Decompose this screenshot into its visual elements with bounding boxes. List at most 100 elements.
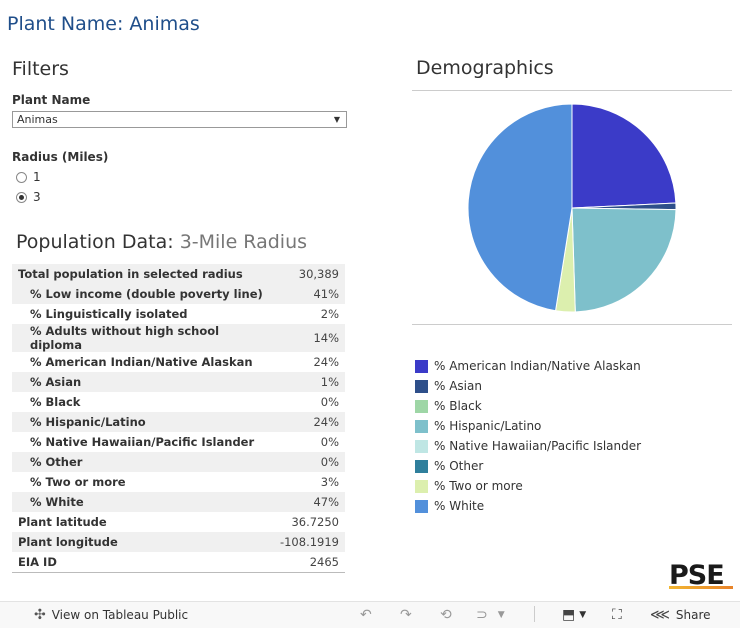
- row-value: 47%: [273, 492, 345, 512]
- divider: [412, 324, 732, 325]
- table-row: % Asian 1%: [12, 372, 345, 392]
- fullscreen-button[interactable]: ⛶: [612, 607, 622, 623]
- row-value: 0%: [320, 435, 339, 449]
- revert-button[interactable]: ⟲: [440, 607, 452, 623]
- table-row: % Native Hawaiian/Pacific Islander 0%: [12, 432, 345, 452]
- population-table: Total population in selected radius 30,38…: [12, 264, 345, 573]
- view-on-tableau-public-link[interactable]: ✣ View on Tableau Public: [34, 607, 188, 623]
- legend-swatch: [415, 359, 428, 373]
- radio-option-label: 3: [33, 190, 41, 204]
- row-label: % Low income (double poverty line): [12, 284, 274, 304]
- row-label: EIA ID: [12, 552, 274, 573]
- pie-slice[interactable]: [571, 207, 677, 313]
- row-label: % Hispanic/Latino: [12, 412, 274, 432]
- legend-label: % White: [434, 499, 485, 513]
- row-label: % White: [12, 492, 274, 512]
- chevron-down-icon: ▼: [333, 115, 340, 124]
- download-button[interactable]: ⬒ ▼: [562, 607, 586, 623]
- row-label: % Native Hawaiian/Pacific Islander: [30, 435, 255, 449]
- refresh-button[interactable]: ⊃ ▼: [476, 607, 505, 623]
- revert-icon: ⟲: [440, 607, 452, 623]
- tableau-icon: ✣: [34, 607, 46, 623]
- legend-swatch: [415, 399, 428, 413]
- pse-logo: PSE: [669, 560, 733, 591]
- row-value: 3%: [320, 475, 339, 489]
- row-value: 24%: [273, 412, 345, 432]
- table-row: EIA ID 2465: [12, 552, 345, 573]
- pie-slice[interactable]: [571, 103, 677, 209]
- row-label: % Adults without high school diploma: [12, 324, 274, 352]
- row-label: % Other: [12, 452, 274, 472]
- legend-swatch: [415, 419, 428, 433]
- page-title: Plant Name: Animas: [7, 13, 200, 35]
- population-heading-title: Population Data:: [16, 231, 174, 253]
- table-row: % Black 0%: [12, 392, 345, 412]
- radius-option-3[interactable]: 3: [16, 190, 41, 204]
- toolbar-separator: [534, 606, 535, 622]
- radius-option-1[interactable]: 1: [16, 170, 41, 184]
- row-value: 41%: [273, 284, 345, 304]
- radio-button-selected[interactable]: [16, 191, 27, 203]
- legend-label: % Other: [434, 459, 484, 473]
- radio-button[interactable]: [16, 171, 27, 183]
- demographics-legend: % American Indian/Native Alaskan % Asian…: [415, 356, 641, 516]
- share-label: Share: [675, 608, 711, 622]
- undo-button[interactable]: ↶: [360, 607, 372, 623]
- redo-button[interactable]: ↷: [400, 607, 412, 623]
- table-row: Plant latitude 36.7250: [12, 512, 345, 532]
- undo-icon: ↶: [360, 607, 372, 623]
- view-on-tableau-label: View on Tableau Public: [51, 608, 189, 622]
- row-value: -108.1919: [273, 532, 345, 552]
- row-value: 0%: [273, 452, 345, 472]
- refresh-icon: ⊃: [476, 607, 488, 623]
- row-value: 0%: [320, 395, 339, 409]
- legend-item[interactable]: % American Indian/Native Alaskan: [415, 356, 641, 376]
- legend-swatch: [415, 499, 428, 513]
- pie-slice[interactable]: [467, 103, 573, 312]
- row-label: % Linguistically isolated: [30, 307, 188, 321]
- legend-item[interactable]: % Other: [415, 456, 641, 476]
- population-heading-radius: 3-Mile Radius: [179, 231, 308, 253]
- demographics-heading: Demographics: [416, 57, 554, 79]
- share-button[interactable]: ⋘ Share: [650, 607, 711, 623]
- row-label: Plant longitude: [12, 532, 274, 552]
- row-label: Plant latitude: [18, 515, 107, 529]
- legend-label: % Two or more: [434, 479, 523, 493]
- row-value: 2%: [320, 307, 339, 321]
- row-value: 14%: [273, 324, 345, 352]
- row-value: 24%: [313, 355, 339, 369]
- row-label: % American Indian/Native Alaskan: [30, 355, 253, 369]
- download-icon: ⬒: [562, 607, 576, 623]
- row-label: % Two or more: [30, 475, 126, 489]
- filters-heading: Filters: [12, 58, 69, 80]
- row-label: % Black: [30, 395, 81, 409]
- share-icon: ⋘: [650, 607, 670, 623]
- row-label: Total population in selected radius: [12, 264, 274, 284]
- chevron-down-icon: ▼: [579, 610, 587, 620]
- table-row: % American Indian/Native Alaskan 24%: [12, 352, 345, 372]
- chevron-down-icon: ▼: [497, 610, 505, 620]
- table-row: % Other 0%: [12, 452, 345, 472]
- table-row: Plant longitude -108.1919: [12, 532, 345, 552]
- plant-name-label: Plant Name: [12, 93, 91, 107]
- table-row: % Linguistically isolated 2%: [12, 304, 345, 324]
- legend-item[interactable]: % White: [415, 496, 641, 516]
- legend-swatch: [415, 479, 428, 493]
- table-row: % White 47%: [12, 492, 345, 512]
- redo-icon: ↷: [400, 607, 412, 623]
- legend-label: % American Indian/Native Alaskan: [434, 359, 641, 373]
- legend-item[interactable]: % Native Hawaiian/Pacific Islander: [415, 436, 641, 456]
- tableau-toolbar: ✣ View on Tableau Public ↶ ↷ ⟲ ⊃ ▼ ⬒ ▼ ⛶ ⋘…: [0, 601, 740, 628]
- plant-name-dropdown[interactable]: Animas ▼: [12, 111, 347, 128]
- legend-item[interactable]: % Asian: [415, 376, 641, 396]
- plant-name-value: Animas: [17, 113, 58, 126]
- divider: [412, 90, 732, 91]
- legend-item[interactable]: % Hispanic/Latino: [415, 416, 641, 436]
- legend-label: % Black: [434, 399, 482, 413]
- legend-item[interactable]: % Two or more: [415, 476, 641, 496]
- table-row: % Two or more 3%: [12, 472, 345, 492]
- table-row: % Hispanic/Latino 24%: [12, 412, 345, 432]
- legend-item[interactable]: % Black: [415, 396, 641, 416]
- logo-stripe: [669, 586, 733, 589]
- legend-swatch: [415, 459, 428, 473]
